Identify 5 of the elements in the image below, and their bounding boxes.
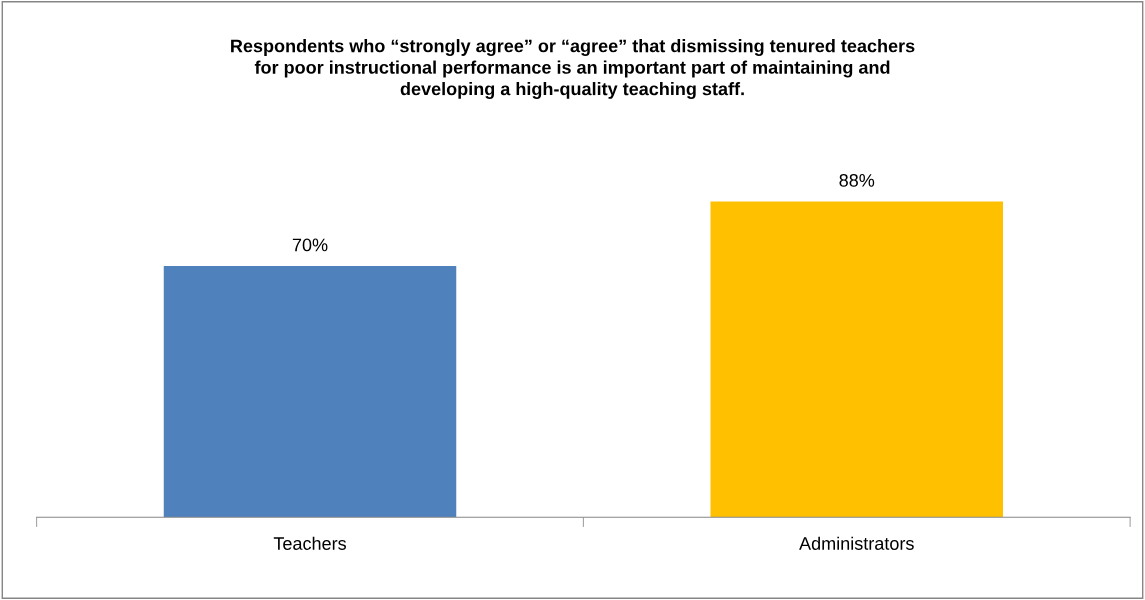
chart-title: Respondents who “strongly agree” or “agree” that dismissing tenured teachers for poor instructional performance is an important part of maintaining and developing a high-quality teaching staff. <box>231 39 915 99</box>
x-tick-label: Teachers <box>273 536 346 550</box>
data-label: 70% <box>292 238 328 252</box>
x-tick-label: Administrators <box>799 536 914 550</box>
data-label: 88% <box>839 173 875 187</box>
